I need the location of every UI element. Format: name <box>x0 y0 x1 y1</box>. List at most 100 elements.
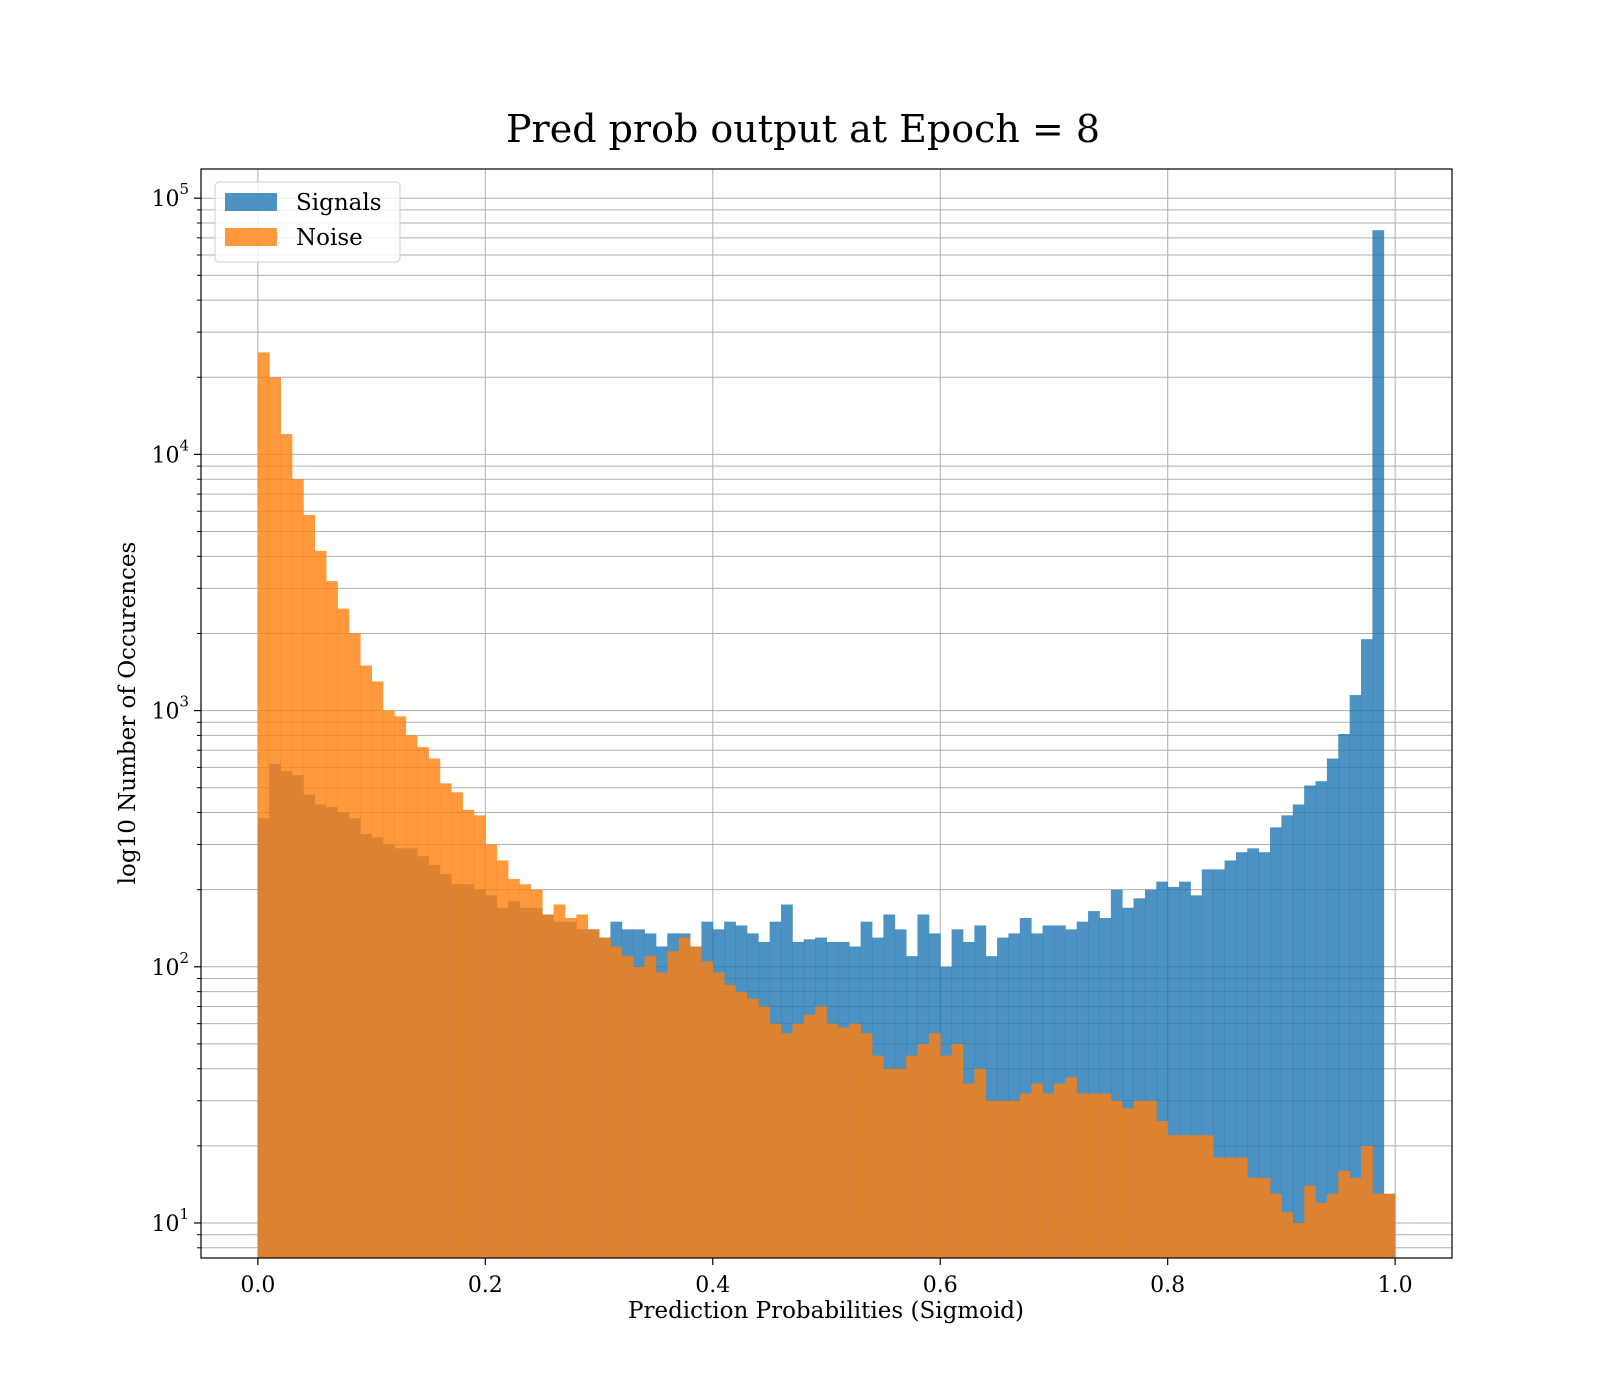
legend-noise-label: Noise <box>296 225 363 251</box>
noise-bar <box>1065 1077 1078 1258</box>
noise-bar <box>1372 1193 1385 1258</box>
noise-bar <box>1110 1100 1123 1258</box>
noise-bar <box>382 710 395 1258</box>
noise-bar <box>553 904 566 1258</box>
noise-bar <box>644 956 657 1258</box>
plot-frame <box>200 168 1453 1259</box>
signals-bar <box>1144 889 1157 1258</box>
noise-bar <box>962 1083 975 1258</box>
noise-bar <box>871 1055 884 1258</box>
noise-bar <box>1053 1083 1066 1258</box>
signals-bar <box>1361 639 1373 1258</box>
noise-bar <box>542 914 554 1258</box>
y-tick-label: 104 <box>151 436 189 468</box>
x-tick-label: 0.6 <box>923 1273 958 1298</box>
noise-bar <box>667 951 680 1258</box>
noise-bar <box>690 946 702 1258</box>
noise-bar <box>894 1068 907 1258</box>
noise-bar <box>997 1100 1009 1258</box>
noise-bar <box>428 758 441 1258</box>
y-tick-label: 102 <box>151 949 189 981</box>
noise-bar <box>1133 1100 1146 1258</box>
noise-bar <box>508 879 520 1258</box>
noise-bar <box>1122 1108 1134 1258</box>
noise-bar <box>519 884 532 1258</box>
noise-bar <box>1361 1145 1373 1258</box>
signals-bar <box>1156 881 1169 1258</box>
noise-bar <box>1247 1177 1260 1258</box>
noise-bar <box>917 1043 930 1258</box>
signals-bar <box>1201 869 1214 1258</box>
noise-bar <box>655 972 668 1258</box>
noise-bar <box>1201 1135 1214 1258</box>
noise-bar <box>405 735 418 1258</box>
x-tick-label: 0.0 <box>240 1273 275 1298</box>
noise-bar <box>1167 1135 1180 1258</box>
signals-bar <box>1372 230 1385 1259</box>
legend-noise-swatch <box>225 228 277 246</box>
noise-bar <box>348 633 361 1258</box>
noise-bar <box>1076 1093 1089 1258</box>
noise-bars <box>257 352 1396 1258</box>
noise-bar <box>906 1055 918 1258</box>
legend: Signals Noise <box>214 181 401 263</box>
noise-bar <box>1088 1093 1100 1258</box>
signals-bar <box>1304 785 1316 1258</box>
signals-bar <box>1110 889 1123 1258</box>
noise-bar <box>303 514 316 1258</box>
noise-bar <box>781 1033 793 1258</box>
noise-bar <box>326 581 338 1258</box>
signals-bar <box>1281 815 1294 1258</box>
signals-bar <box>1258 852 1271 1258</box>
noise-bar <box>1338 1170 1351 1258</box>
noise-bar <box>826 1023 839 1258</box>
noise-bar <box>1349 1177 1362 1258</box>
signals-bar <box>1235 852 1248 1258</box>
noise-bar <box>1235 1157 1248 1258</box>
noise-bar <box>496 860 509 1258</box>
noise-bar <box>1326 1193 1339 1258</box>
noise-bar <box>1383 1193 1396 1258</box>
noise-bar <box>1190 1135 1203 1258</box>
signals-bar <box>1338 734 1351 1258</box>
noise-bar <box>621 956 634 1258</box>
noise-bar <box>815 1006 827 1258</box>
chart-title: Pred prob output at Epoch = 8 <box>506 107 1100 151</box>
noise-bar <box>883 1068 896 1258</box>
noise-bar <box>951 1043 964 1258</box>
noise-bar <box>769 1023 782 1258</box>
noise-bar <box>1031 1083 1043 1258</box>
noise-bar <box>599 937 611 1258</box>
y-axis-label: log10 Number of Occurences <box>115 542 141 885</box>
noise-bar <box>758 1006 771 1258</box>
noise-bar <box>1304 1185 1316 1258</box>
noise-bar <box>1315 1202 1328 1258</box>
signals-bar <box>1088 911 1100 1258</box>
noise-bar <box>439 783 452 1258</box>
noise-bar <box>712 972 725 1258</box>
signals-bar <box>1315 781 1328 1258</box>
noise-bar <box>473 815 486 1258</box>
noise-bar <box>940 1055 952 1258</box>
x-tick-label: 0.8 <box>1150 1273 1185 1298</box>
noise-bar <box>530 889 543 1258</box>
signals-bar <box>1292 804 1305 1258</box>
y-tick-label: 103 <box>151 693 189 725</box>
signals-bar <box>1349 695 1362 1258</box>
y-tick-label: 105 <box>151 180 189 212</box>
noise-bar <box>974 1068 987 1258</box>
noise-bar <box>837 1027 850 1258</box>
y-axis-ticks: 101 102 103 104 105 <box>151 180 201 1249</box>
noise-bar <box>371 681 384 1258</box>
noise-bar <box>1042 1093 1055 1258</box>
noise-bar <box>1258 1177 1271 1258</box>
x-tick-label: 0.4 <box>695 1273 730 1298</box>
x-axis-label: Prediction Probabilities (Sigmoid) <box>628 1298 1024 1324</box>
noise-bar <box>928 1033 941 1258</box>
noise-bar <box>803 1014 816 1258</box>
noise-bar <box>633 966 645 1258</box>
noise-bar <box>724 984 736 1258</box>
signals-bar <box>1247 848 1260 1258</box>
noise-bar <box>746 998 759 1258</box>
noise-bar <box>792 1023 805 1258</box>
